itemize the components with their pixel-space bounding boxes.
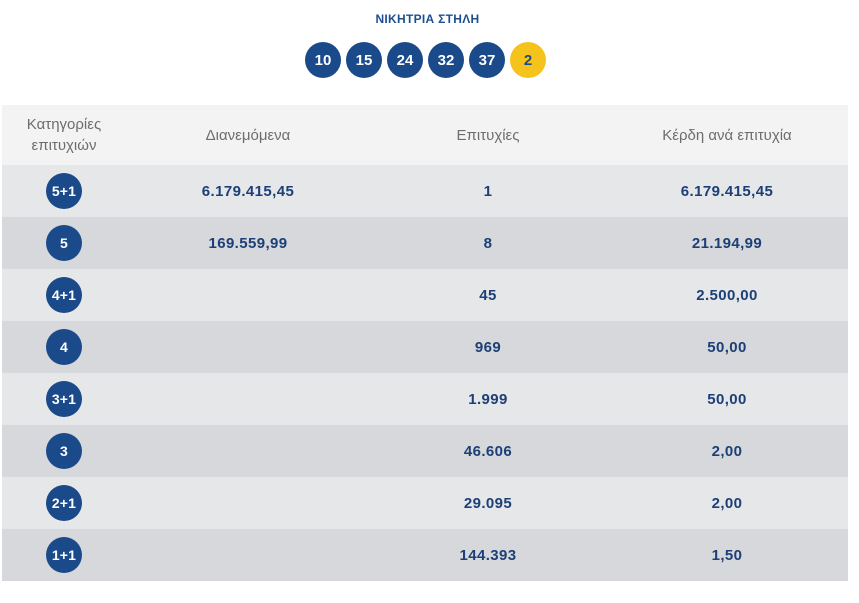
prize-per-winner: 2,00 — [711, 494, 743, 512]
header-distributed: Διανεμόμενα — [205, 126, 291, 144]
category-badge: 4 — [46, 329, 82, 365]
table-row: 4+1 45 2.500,00 — [2, 269, 848, 321]
results-table: Κατηγορίες επιτυχιών Διανεμόμενα Επιτυχί… — [2, 105, 848, 581]
prize-per-winner: 2.500,00 — [696, 286, 758, 304]
winners-count: 144.393 — [459, 546, 517, 564]
table-header: Κατηγορίες επιτυχιών Διανεμόμενα Επιτυχί… — [2, 105, 848, 165]
prize-per-winner: 2,00 — [711, 442, 743, 460]
prize-per-winner: 50,00 — [707, 390, 747, 408]
winners-count: 8 — [483, 234, 493, 252]
table-row: 1+1 144.393 1,50 — [2, 529, 848, 581]
header-category: Κατηγορίες επιτυχιών — [26, 116, 102, 154]
header-winners: Επιτυχίες — [456, 126, 520, 144]
table-row: 2+1 29.095 2,00 — [2, 477, 848, 529]
category-badge: 1+1 — [46, 537, 82, 573]
winners-count: 46.606 — [463, 442, 513, 460]
winners-count: 45 — [479, 286, 497, 304]
number-ball: 32 — [428, 42, 464, 78]
header-prize-cell: Κέρδη ανά επιτυχία — [606, 105, 848, 165]
number-ball: 37 — [469, 42, 505, 78]
header-category-cell: Κατηγορίες επιτυχιών — [2, 105, 126, 165]
category-badge: 4+1 — [46, 277, 82, 313]
winners-count: 1 — [483, 182, 493, 200]
prize-per-winner: 21.194,99 — [691, 234, 763, 252]
prize-per-winner: 6.179.415,45 — [680, 182, 774, 200]
winners-count: 1.999 — [468, 390, 508, 408]
table-row: 3 46.606 2,00 — [2, 425, 848, 477]
category-badge: 5 — [46, 225, 82, 261]
table-row: 5+1 6.179.415,45 1 6.179.415,45 — [2, 165, 848, 217]
winners-count: 969 — [474, 338, 502, 356]
table-row: 5 169.559,99 8 21.194,99 — [2, 217, 848, 269]
category-badge: 3 — [46, 433, 82, 469]
number-ball: 10 — [305, 42, 341, 78]
category-badge: 5+1 — [46, 173, 82, 209]
bonus-ball: 2 — [510, 42, 546, 78]
table-row: 4 969 50,00 — [2, 321, 848, 373]
category-badge: 3+1 — [46, 381, 82, 417]
table-row: 3+1 1.999 50,00 — [2, 373, 848, 425]
winners-count: 29.095 — [463, 494, 513, 512]
header-winners-cell: Επιτυχίες — [370, 105, 606, 165]
distributed-amount: 169.559,99 — [208, 234, 288, 252]
header-prize: Κέρδη ανά επιτυχία — [662, 126, 792, 144]
number-ball: 24 — [387, 42, 423, 78]
prize-per-winner: 1,50 — [711, 546, 743, 564]
header-distributed-cell: Διανεμόμενα — [126, 105, 370, 165]
winning-numbers: 10 15 24 32 37 2 — [305, 42, 546, 78]
number-ball: 15 — [346, 42, 382, 78]
distributed-amount: 6.179.415,45 — [201, 182, 295, 200]
prize-per-winner: 50,00 — [707, 338, 747, 356]
category-badge: 2+1 — [46, 485, 82, 521]
winning-column-title: ΝΙΚΗΤΡΙΑ ΣΤΗΛΗ — [375, 12, 480, 26]
